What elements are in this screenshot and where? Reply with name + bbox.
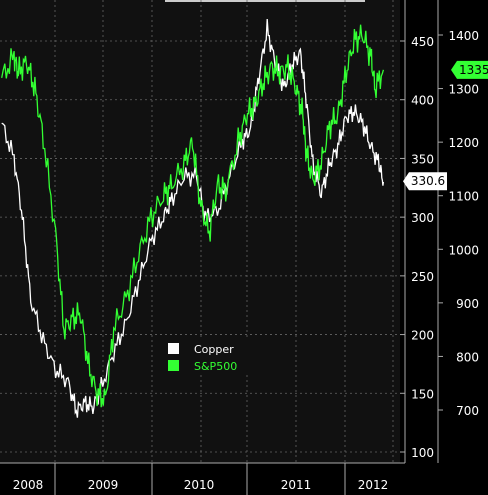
legend-swatch: [168, 343, 179, 354]
y-right-tick-label: 1000: [448, 243, 479, 257]
y-left-tick-label: 400: [411, 94, 434, 108]
sp500-last-value: 1335: [459, 63, 488, 77]
y-right-tick-label: 800: [456, 350, 479, 364]
copper-last-value: 330.6: [411, 174, 445, 188]
x-tick-label: 2012: [358, 478, 389, 492]
plot-area: [0, 0, 400, 463]
x-axis: 2008 2009 2010 2011 2012: [0, 462, 405, 495]
series-line-sp500: [1, 24, 385, 408]
grid: [0, 0, 400, 463]
y-left-tick-label: 300: [411, 211, 434, 225]
legend-label: Copper: [194, 343, 234, 356]
legend-swatch: [168, 360, 179, 371]
y-left-tick-label: 450: [411, 35, 434, 49]
legend: Copper S&P500: [164, 337, 252, 373]
x-tick-label: 2008: [13, 478, 44, 492]
y-axis-left: 100 150 200 250 300 350 400 450: [400, 0, 434, 463]
copper-last-flag: [403, 172, 447, 191]
series-line-copper: [1, 18, 385, 418]
y-left-tick-label: 150: [411, 387, 434, 401]
plot-title-strip: [165, 0, 365, 2]
y-left-tick-label: 200: [411, 329, 434, 343]
y-right-tick-label: 700: [456, 404, 479, 418]
x-tick-label: 2011: [281, 478, 312, 492]
x-tick-label: 2010: [184, 478, 215, 492]
y-axis-right: 700 800 900 1000 1100 1200 1300 1400: [437, 0, 479, 463]
y-left-tick-label: 350: [411, 152, 434, 166]
y-left-tick-label: 250: [411, 270, 434, 284]
series-lines: [1, 18, 385, 418]
x-tick-label: 2009: [88, 478, 119, 492]
legend-label: S&P500: [194, 360, 237, 373]
y-right-tick-label: 1100: [448, 190, 479, 204]
sp500-last-flag: [451, 60, 488, 79]
last-value-labels: 330.6 1335: [403, 60, 488, 191]
y-right-tick-label: 900: [456, 297, 479, 311]
y-right-tick-label: 1300: [448, 83, 479, 97]
y-right-tick-label: 1400: [448, 29, 479, 43]
y-left-tick-label: 100: [411, 446, 434, 460]
y-right-tick-label: 1200: [448, 136, 479, 150]
